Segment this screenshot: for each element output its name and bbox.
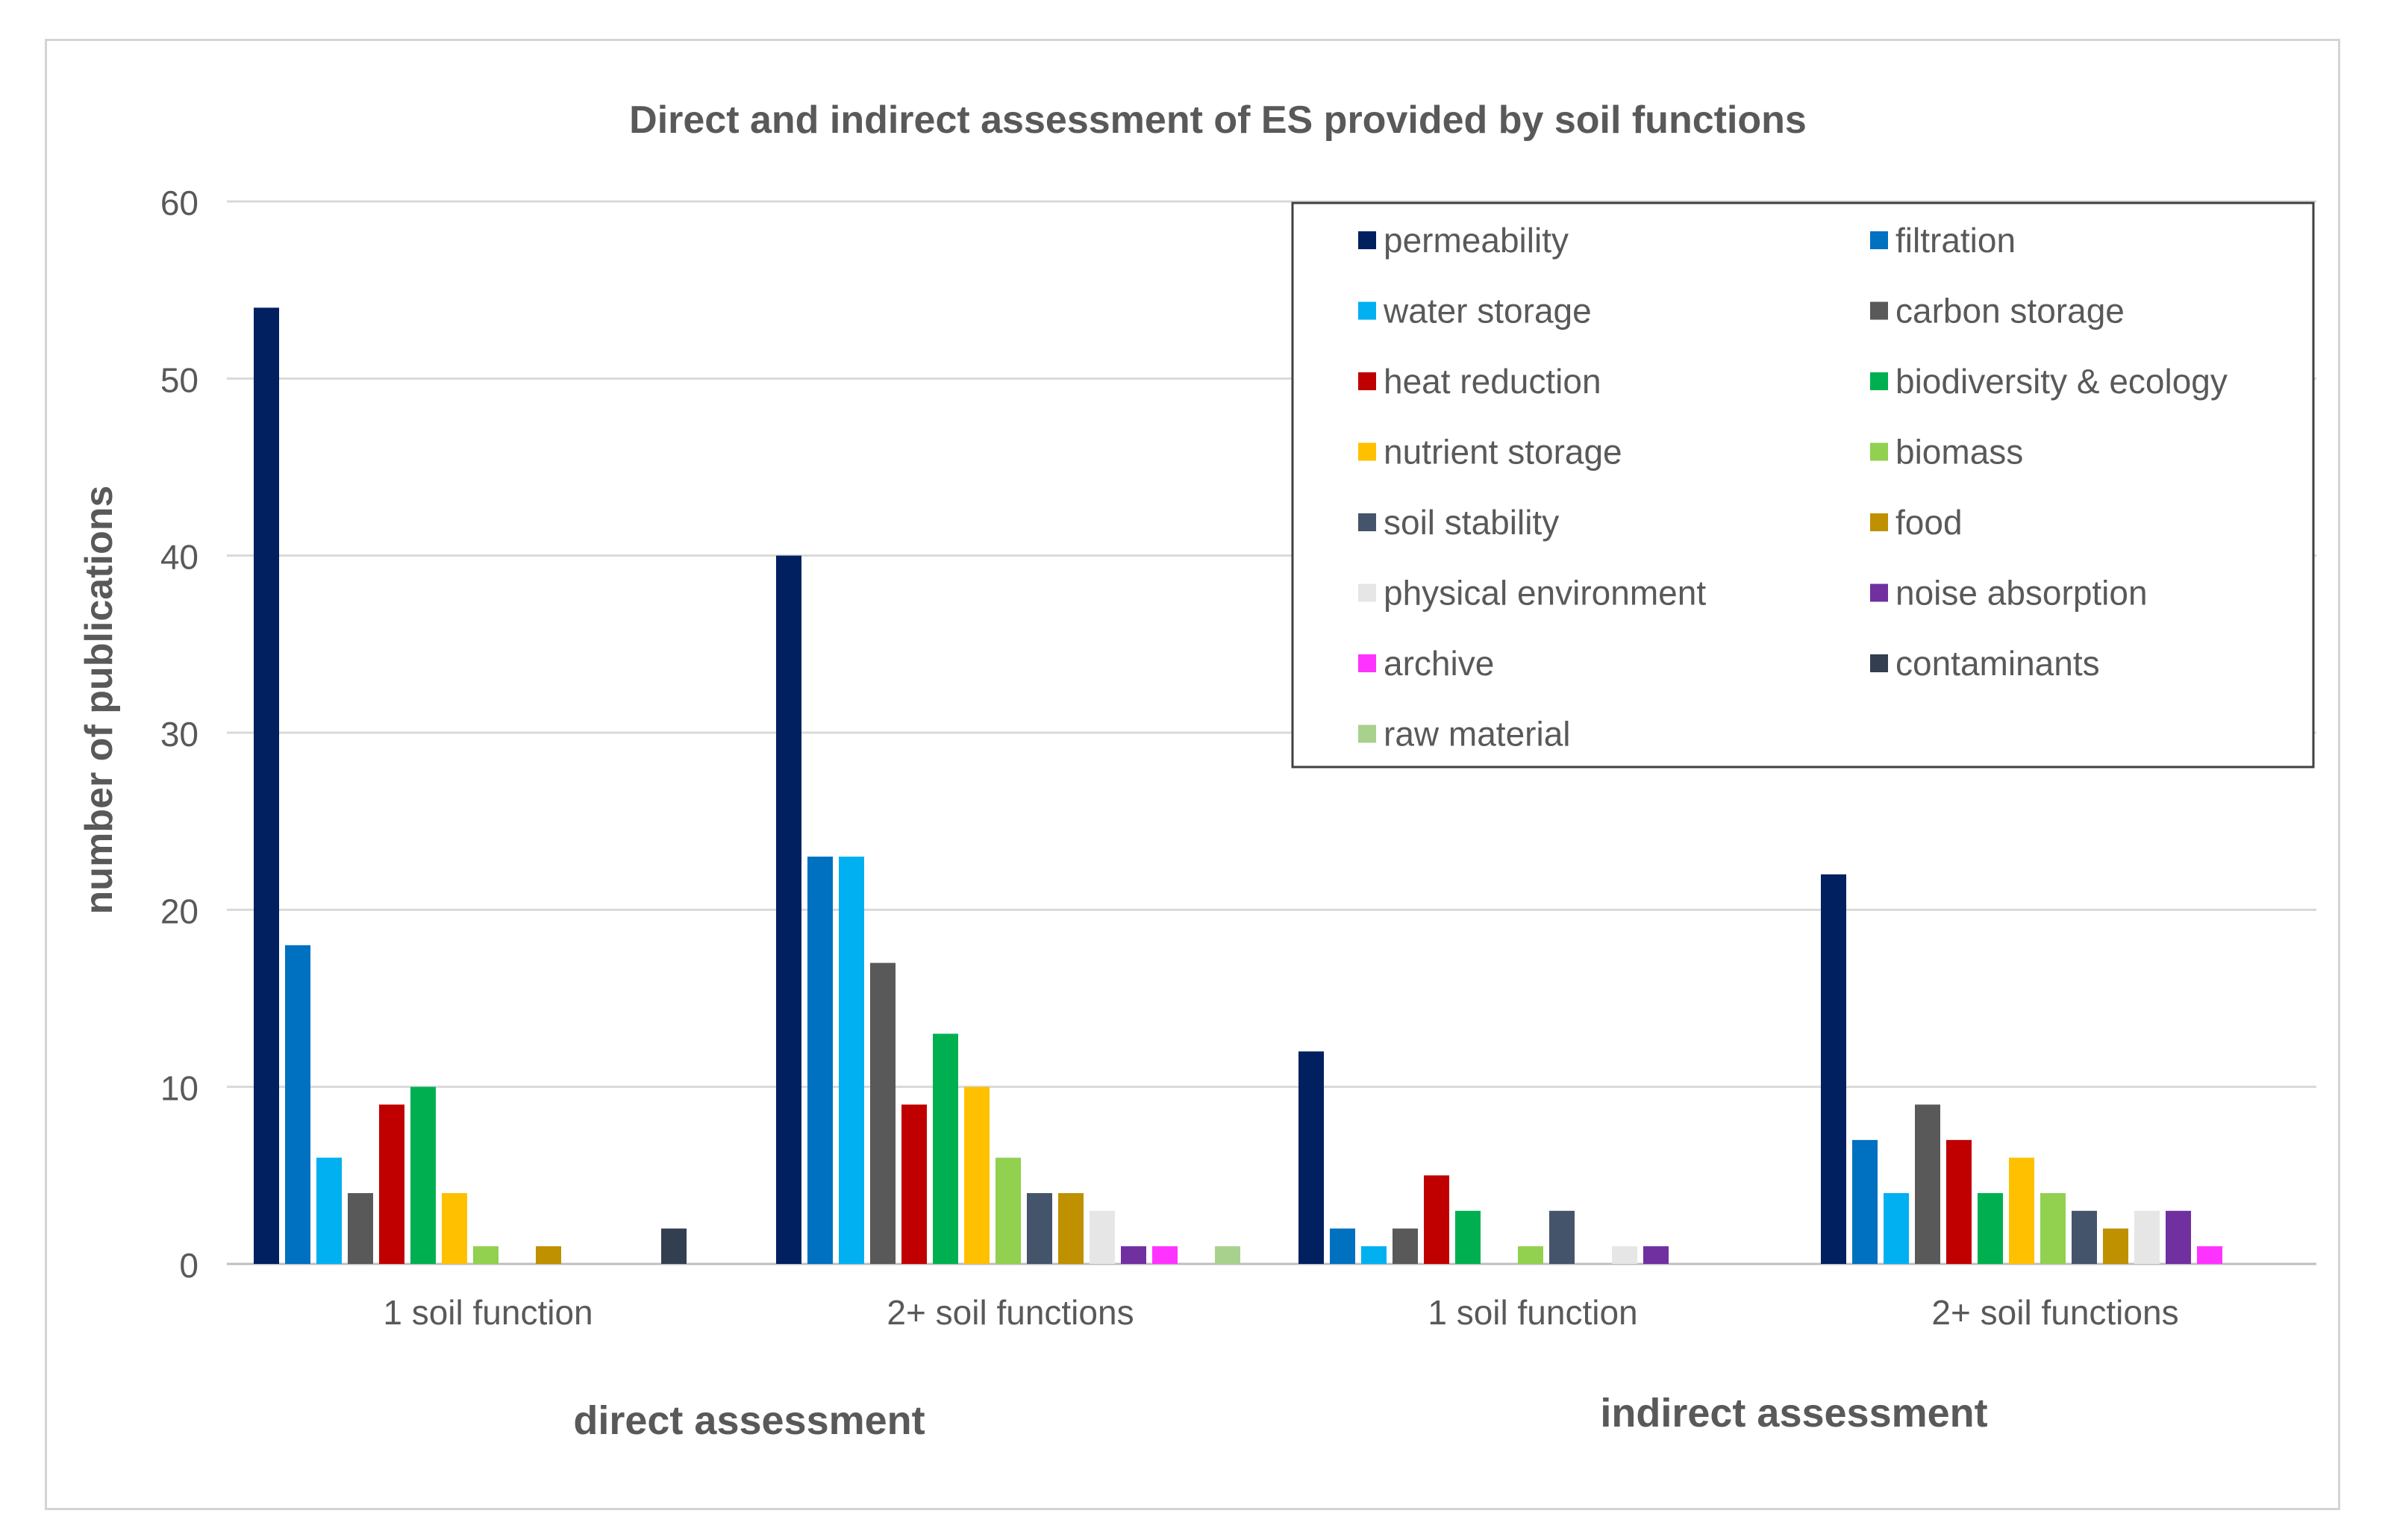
bar <box>1518 1246 1543 1264</box>
bar <box>964 1086 990 1264</box>
x-category-label: 1 soil function <box>383 1293 593 1332</box>
bar <box>1121 1246 1146 1264</box>
legend-swatch <box>1870 442 1888 461</box>
bar <box>1455 1210 1481 1264</box>
bar <box>1884 1193 1909 1264</box>
y-tick-label: 30 <box>160 715 199 754</box>
bar <box>1915 1104 1940 1264</box>
bar <box>839 857 864 1264</box>
legend-label: filtration <box>1895 221 2016 260</box>
legend-swatch <box>1358 583 1376 602</box>
bar <box>1152 1246 1178 1264</box>
group-label: direct assessment <box>573 1398 925 1443</box>
legend-label: heat reduction <box>1384 362 1601 401</box>
bar <box>776 555 801 1264</box>
bar <box>870 962 896 1264</box>
legend-swatch <box>1870 301 1888 320</box>
legend-label: archive <box>1384 644 1494 683</box>
legend-swatch <box>1870 372 1888 390</box>
chart-title: Direct and indirect assessment of ES pro… <box>629 98 1807 142</box>
bar <box>2134 1210 2160 1264</box>
bar <box>442 1193 467 1264</box>
bar <box>2197 1246 2222 1264</box>
legend-label: food <box>1895 503 1963 542</box>
bar <box>661 1228 687 1264</box>
legend-swatch <box>1358 301 1376 320</box>
legend-swatch <box>1358 654 1376 672</box>
legend-swatch <box>1870 654 1888 672</box>
bar <box>807 857 833 1264</box>
legend-label: raw material <box>1384 715 1571 754</box>
bar <box>348 1193 373 1264</box>
bar <box>379 1104 404 1264</box>
bar <box>2009 1157 2034 1264</box>
y-axis-label: number of publications <box>78 486 121 915</box>
legend-label: soil stability <box>1384 503 1559 542</box>
bar <box>473 1246 498 1264</box>
bar <box>316 1157 342 1264</box>
bar <box>1393 1228 1418 1264</box>
legend-label: biomass <box>1895 433 2023 472</box>
bar <box>1612 1246 1637 1264</box>
legend-label: physical environment <box>1384 574 1706 613</box>
bar <box>1549 1210 1575 1264</box>
y-tick-label: 0 <box>179 1246 199 1285</box>
bar <box>1298 1051 1324 1264</box>
legend-swatch <box>1358 442 1376 461</box>
bar <box>1058 1193 1084 1264</box>
bar <box>2166 1210 2191 1264</box>
bar <box>996 1157 1021 1264</box>
x-category-label: 1 soil function <box>1428 1293 1637 1332</box>
bar <box>410 1086 436 1264</box>
legend-label: permeability <box>1384 221 1569 260</box>
y-tick-label: 10 <box>160 1069 199 1108</box>
bar <box>933 1033 958 1264</box>
bar <box>2072 1210 2097 1264</box>
bar <box>285 945 310 1264</box>
bar <box>1978 1193 2003 1264</box>
legend-label: carbon storage <box>1895 292 2125 331</box>
legend-swatch <box>1870 231 1888 249</box>
legend-swatch <box>1358 724 1376 743</box>
x-axis-categories: 1 soil function 2+ soil functions 1 soil f… <box>383 1293 2178 1332</box>
group-label: indirect assessment <box>1600 1391 1987 1436</box>
bar <box>2103 1228 2128 1264</box>
y-tick-label: 40 <box>160 538 199 577</box>
legend-label: biodiversity & ecology <box>1895 362 2228 401</box>
bar <box>901 1104 927 1264</box>
x-category-label: 2+ soil functions <box>887 1293 1134 1332</box>
y-tick-label: 50 <box>160 360 199 399</box>
bar <box>1643 1246 1669 1264</box>
legend: permeability filtration water storage carbo… <box>1291 201 2315 769</box>
x-category-label: 2+ soil functions <box>1931 1293 2178 1332</box>
bars <box>254 307 2222 1264</box>
bar <box>1330 1228 1355 1264</box>
legend-label: water storage <box>1383 292 1592 331</box>
bar <box>1027 1193 1052 1264</box>
legend-swatch <box>1358 231 1376 249</box>
y-tick-label: 60 <box>160 184 199 222</box>
bar <box>254 307 279 1264</box>
y-tick-label: 20 <box>160 892 199 930</box>
group-labels: direct assessment indirect assessment <box>573 1391 1987 1443</box>
bar <box>1215 1246 1240 1264</box>
legend-swatch <box>1870 583 1888 602</box>
bar <box>1852 1139 1878 1264</box>
bar <box>536 1246 561 1264</box>
y-axis-ticks: 0 10 20 30 40 50 60 <box>160 184 199 1285</box>
bar <box>1946 1139 1972 1264</box>
legend-swatch <box>1870 513 1888 531</box>
legend-label: noise absorption <box>1895 574 2148 613</box>
legend-swatch <box>1358 513 1376 531</box>
legend-swatch <box>1358 372 1376 390</box>
legend-label: nutrient storage <box>1384 433 1622 472</box>
legend-frame <box>1291 201 2315 769</box>
bar <box>1821 874 1846 1264</box>
bar <box>2040 1193 2066 1264</box>
bar <box>1424 1175 1449 1264</box>
bar <box>1361 1246 1387 1264</box>
bar <box>1090 1210 1115 1264</box>
legend-label: contaminants <box>1895 644 2100 683</box>
